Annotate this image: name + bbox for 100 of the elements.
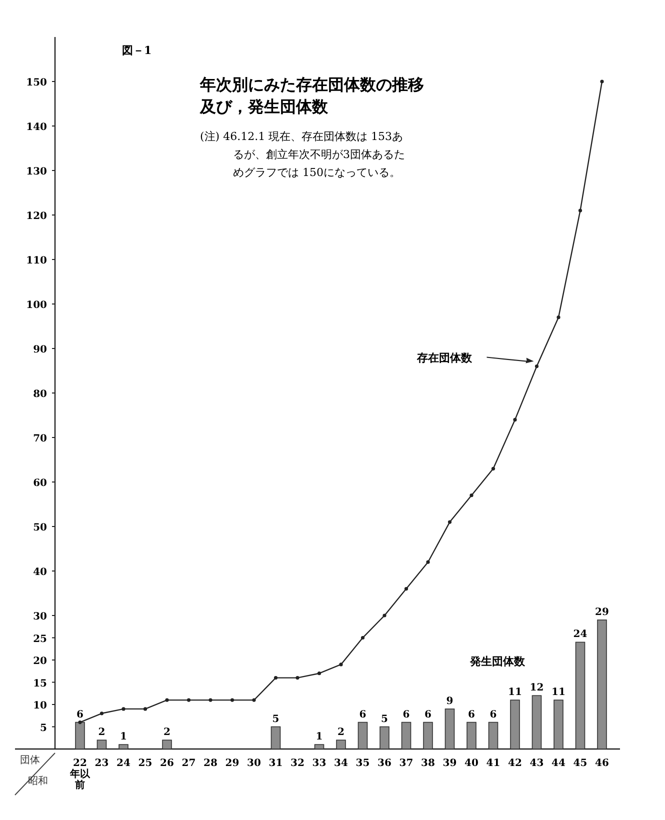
x-axis-title: 昭和 xyxy=(28,775,48,787)
y-tick-label: 120 xyxy=(26,211,48,222)
data-label: 6 xyxy=(490,709,497,720)
point xyxy=(230,698,234,702)
point xyxy=(186,698,191,702)
x-tick-label: 41 xyxy=(486,758,500,769)
data-label: 24 xyxy=(573,629,588,640)
x-tick-label: 42 xyxy=(508,758,522,769)
point xyxy=(426,560,430,564)
point xyxy=(208,698,212,702)
y-tick-label: 15 xyxy=(33,678,48,690)
text: 発生団体数 xyxy=(469,655,526,668)
x-tick-label: 35 xyxy=(356,758,370,769)
bar xyxy=(554,700,564,750)
x-tick-label: 43 xyxy=(530,758,544,769)
x-tick-label: 27 xyxy=(182,758,196,769)
y-tick-label: 100 xyxy=(26,300,48,311)
point xyxy=(382,614,386,618)
y-tick-label: 140 xyxy=(26,122,48,133)
point xyxy=(404,587,408,591)
point xyxy=(296,676,300,680)
data-label: 6 xyxy=(76,709,84,720)
point xyxy=(360,636,365,640)
x-tick-label: 33 xyxy=(312,758,326,769)
bar xyxy=(532,695,542,750)
data-label: 2 xyxy=(164,727,171,738)
x-tick-label: 44 xyxy=(552,758,566,769)
x-tick-label: 28 xyxy=(204,758,218,769)
data-label: 6 xyxy=(468,709,476,720)
data-label: 6 xyxy=(359,709,366,720)
x-tick-label: 23 xyxy=(94,758,109,769)
bar xyxy=(336,740,346,750)
y-axis-title: 団体 xyxy=(20,754,40,766)
x-tick-label: 30 xyxy=(247,758,261,769)
data-label: 9 xyxy=(446,696,454,707)
y-tick-label: 90 xyxy=(33,344,48,356)
y-tick-label: 5 xyxy=(40,722,48,734)
y-tick-label: 30 xyxy=(33,612,48,622)
point xyxy=(513,418,517,422)
y-tick-label: 20 xyxy=(33,656,48,667)
legend-label: 存在団体数 xyxy=(416,351,473,364)
x-tick-label: 31 xyxy=(268,758,283,769)
bar xyxy=(358,722,368,750)
x-tick-label: 45 xyxy=(573,758,588,769)
y-tick-label: 60 xyxy=(33,478,48,489)
point xyxy=(317,672,322,676)
y-tick-label: 10 xyxy=(33,700,48,712)
data-label: 6 xyxy=(402,709,410,720)
data-label: 1 xyxy=(120,732,127,743)
point xyxy=(491,466,496,470)
x-tick-label: 36 xyxy=(378,758,392,769)
bar xyxy=(118,744,128,750)
x-tick-label: 24 xyxy=(116,758,130,769)
bar xyxy=(96,740,107,750)
bar xyxy=(466,722,476,750)
point xyxy=(534,364,539,368)
y-tick-label: 150 xyxy=(26,78,48,88)
y-tick-label: 25 xyxy=(33,634,48,645)
data-label: 29 xyxy=(595,606,609,618)
point xyxy=(470,494,474,498)
bar xyxy=(575,642,586,750)
bar xyxy=(380,726,390,750)
point xyxy=(600,80,604,84)
data-label: 6 xyxy=(424,709,432,720)
point xyxy=(100,712,104,716)
x-tick-label: 46 xyxy=(595,758,609,769)
point xyxy=(78,720,82,724)
x-tick-label: 37 xyxy=(399,758,414,769)
point xyxy=(274,676,278,680)
point xyxy=(122,707,126,711)
x-tick-label: 32 xyxy=(290,758,304,769)
bar xyxy=(162,740,172,750)
x-tick-label: 34 xyxy=(334,758,348,769)
data-label: 5 xyxy=(381,714,388,725)
data-label: 1 xyxy=(316,732,323,743)
annotation: (注) 46.12.1 現在、存在団体数は 153あるが、創立年次不明が3団体あるためグラフでは 150になっている。 xyxy=(200,130,405,179)
text: 年次別にみた存在団体数の推移及び，発生団体数 xyxy=(199,75,424,116)
y-tick-label: 130 xyxy=(26,166,48,178)
x-tick-label: 39 xyxy=(442,758,457,769)
y-tick-label: 40 xyxy=(33,567,48,578)
annotation: 図－1 xyxy=(122,44,152,57)
point xyxy=(448,520,452,524)
data-label: 5 xyxy=(272,714,280,725)
y-tick-label: 80 xyxy=(33,389,48,400)
point xyxy=(556,316,560,320)
point xyxy=(143,707,148,711)
x-tick-label: 26 xyxy=(160,758,174,769)
bar xyxy=(270,726,281,750)
y-tick-label: 50 xyxy=(33,522,48,534)
bar xyxy=(488,722,498,750)
bar xyxy=(314,744,324,750)
bar xyxy=(423,722,433,750)
point xyxy=(165,698,169,702)
data-label: 2 xyxy=(338,727,345,738)
y-tick-label: 110 xyxy=(26,256,48,266)
x-tick-label: 25 xyxy=(138,758,152,769)
point xyxy=(578,208,582,212)
data-label: 11 xyxy=(508,687,522,698)
data-label: 2 xyxy=(98,727,106,738)
x-tick-label: 22年以前 xyxy=(69,758,91,791)
